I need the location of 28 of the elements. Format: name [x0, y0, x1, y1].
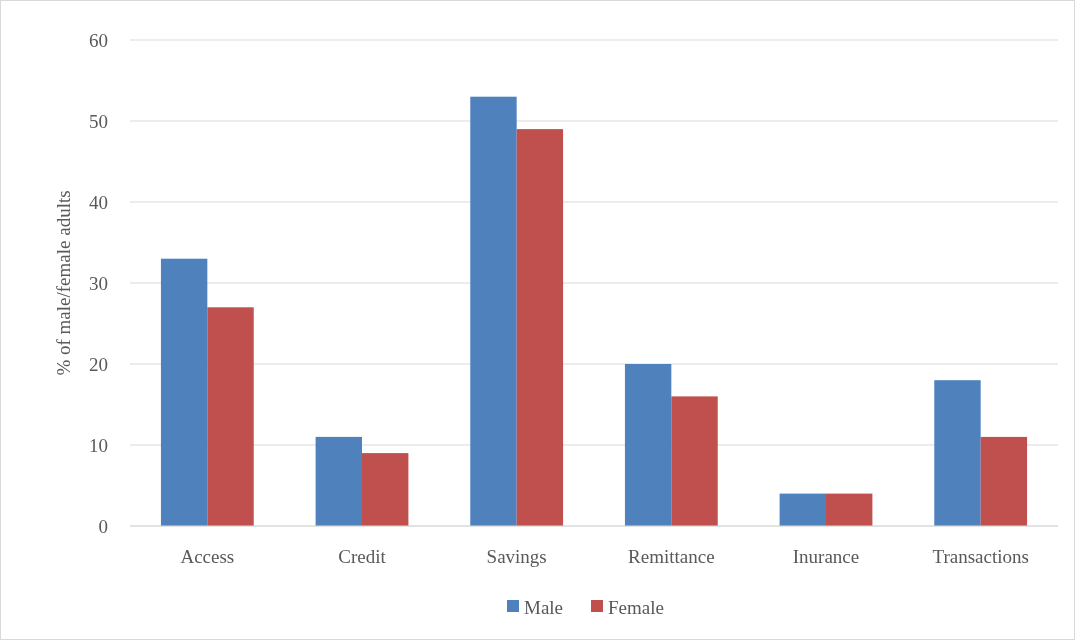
y-tick-label: 40 — [89, 191, 108, 213]
bar — [934, 380, 981, 526]
bar — [671, 396, 718, 526]
y-tick-label: 0 — [98, 515, 108, 537]
x-tick-label: Access — [180, 546, 235, 567]
y-tick-label: 60 — [89, 29, 108, 51]
bar — [980, 436, 1028, 526]
x-tick-label: Inurance — [792, 546, 860, 567]
bar — [315, 436, 362, 526]
x-tick-label: Credit — [338, 546, 387, 567]
y-tick-label: 30 — [89, 272, 108, 294]
y-tick-label: 20 — [89, 353, 108, 375]
x-tick-label: Savings — [486, 546, 547, 567]
bar — [516, 129, 564, 526]
bar — [826, 493, 873, 526]
bar — [362, 453, 409, 526]
x-tick-label: Remittance — [628, 546, 715, 567]
legend-label: Male — [524, 596, 564, 618]
bar — [160, 258, 208, 526]
y-tick-label: 50 — [89, 110, 108, 132]
bar — [207, 307, 254, 526]
bar — [779, 493, 826, 526]
x-tick-label: Transactions — [932, 546, 1029, 567]
legend-label: Female — [608, 596, 664, 618]
y-axis-title: % of male/female adults — [53, 190, 74, 376]
bar — [624, 364, 672, 526]
bar — [470, 96, 517, 526]
y-tick-label: 10 — [89, 434, 108, 456]
